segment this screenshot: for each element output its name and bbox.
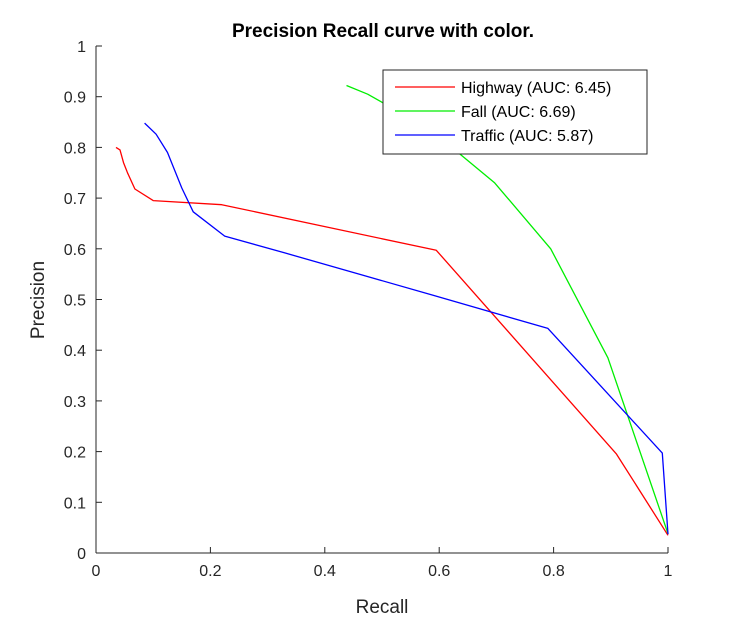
series-line-3 [144, 122, 669, 535]
x-tick-label: 0.8 [542, 563, 564, 580]
legend-entry-3: Traffic (AUC: 5.87) [461, 128, 593, 145]
legend-box [382, 69, 648, 155]
legend: Highway (AUC: 6.45) Fall (AUC: 6.69) Traff… [382, 69, 648, 155]
y-tick-label: 0.7 [64, 191, 86, 208]
y-tick-label: 0 [77, 546, 86, 563]
y-tick-label: 0.3 [64, 394, 86, 411]
x-tick-label: 0.2 [199, 563, 221, 580]
x-tick-label: 1 [664, 563, 673, 580]
y-tick-label: 0.1 [64, 495, 86, 512]
series-line-1 [115, 146, 669, 536]
x-tick-label: 0 [92, 563, 101, 580]
y-tick-label: 0.6 [64, 242, 86, 259]
x-tick-label: 0.6 [428, 563, 450, 580]
x-tick-label: 0.4 [314, 563, 336, 580]
y-tick-label: 0.4 [64, 343, 86, 360]
y-tick-label: 0.2 [64, 445, 86, 462]
chart-title: Precision Recall curve with color. [232, 21, 534, 42]
y-tick-label: 0.9 [64, 90, 86, 107]
y-tick-label: 0.8 [64, 140, 86, 157]
x-axis-label: Recall [356, 597, 409, 618]
series-line-2 [346, 84, 669, 534]
legend-entry-2: Fall (AUC: 6.69) [461, 104, 576, 121]
legend-entry-1: Highway (AUC: 6.45) [461, 80, 611, 97]
y-tick-label: 1 [77, 39, 86, 56]
y-tick-label: 0.5 [64, 293, 86, 310]
y-axis-label: Precision [28, 261, 49, 339]
